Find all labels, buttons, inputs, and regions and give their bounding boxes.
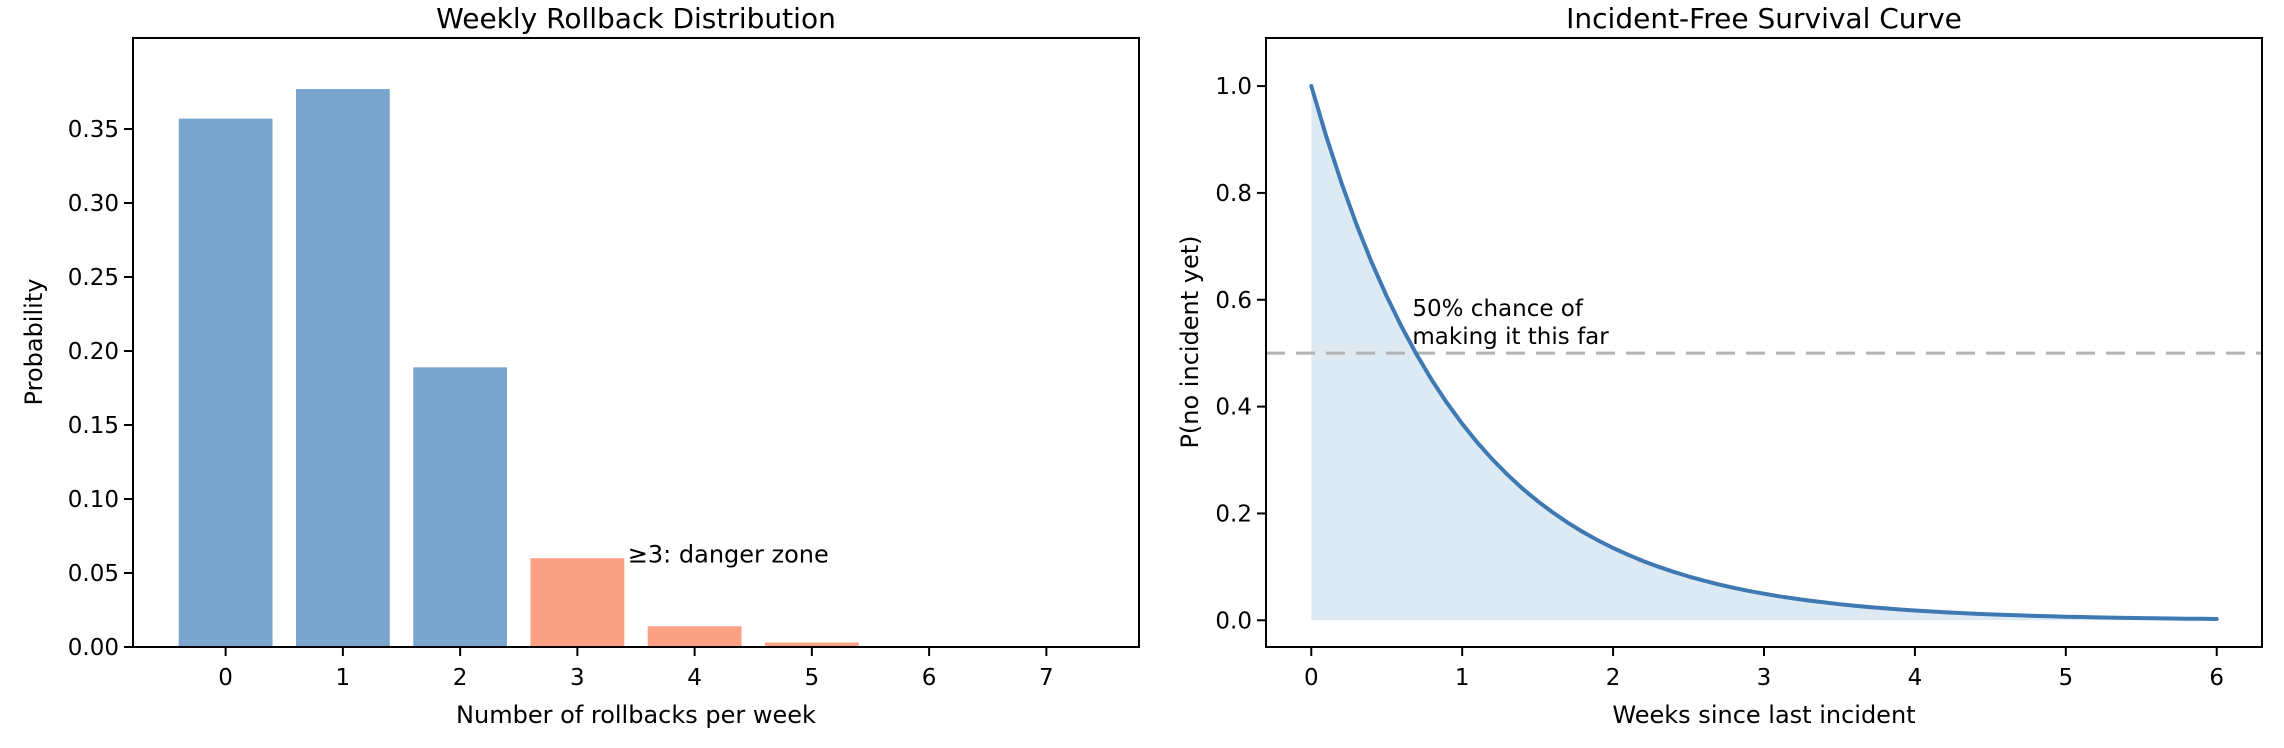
axes-spines	[132, 37, 1140, 648]
x-tick-label: 6	[922, 665, 937, 691]
x-tick-label: 0	[218, 665, 233, 691]
right-x-axis-label: Weeks since last incident	[1612, 701, 1916, 729]
x-tick-label: 6	[2209, 665, 2224, 691]
x-tick-label: 0	[1304, 665, 1319, 691]
y-tick-label: 0.4	[1215, 395, 1252, 421]
bar-4	[647, 626, 742, 647]
right-y-axis-label: P(no incident yet)	[1176, 235, 1204, 449]
bar-5	[764, 642, 859, 647]
y-tick-label: 0.2	[1215, 501, 1252, 527]
y-tick-label: 0.30	[68, 191, 119, 217]
x-tick-label: 5	[805, 665, 820, 691]
y-tick-label: 0.0	[1215, 608, 1252, 634]
danger-zone-annotation: ≥3: danger zone	[628, 541, 829, 569]
y-tick-label: 0.6	[1215, 288, 1252, 314]
x-tick-label: 2	[1606, 665, 1621, 691]
y-tick-label: 0.05	[68, 561, 119, 587]
bar-0	[178, 118, 273, 647]
x-tick-label: 3	[570, 665, 585, 691]
x-tick-label: 1	[336, 665, 351, 691]
x-tick-label: 7	[1039, 665, 1054, 691]
bar-2	[413, 367, 508, 647]
y-tick-label: 0.10	[68, 487, 119, 513]
y-tick-label: 0.20	[68, 339, 119, 365]
y-tick-label: 0.25	[68, 265, 119, 291]
y-tick-label: 0.15	[68, 413, 119, 439]
x-tick-label: 1	[1455, 665, 1470, 691]
bar-3	[530, 558, 625, 647]
fifty-percent-annotation-line-2: making it this far	[1412, 324, 1609, 350]
fifty-percent-annotation-line-1: 50% chance of	[1412, 296, 1584, 322]
x-tick-label: 4	[687, 665, 702, 691]
survival-fill-area	[1311, 86, 2217, 621]
x-tick-label: 5	[2058, 665, 2073, 691]
survival-curve	[1309, 84, 2219, 621]
x-tick-label: 2	[453, 665, 468, 691]
bar-1	[295, 89, 390, 647]
left-y-axis-label: Probability	[20, 278, 48, 406]
y-tick-label: 0.35	[68, 117, 119, 143]
left-chart-title: Weekly Rollback Distribution	[436, 2, 836, 35]
x-tick-label: 3	[1757, 665, 1772, 691]
x-tick-label: 4	[1908, 665, 1923, 691]
y-tick-label: 0.00	[68, 635, 119, 661]
left-x-axis-label: Number of rollbacks per week	[456, 701, 816, 729]
right-chart-title: Incident-Free Survival Curve	[1566, 2, 1962, 35]
y-tick-label: 1.0	[1215, 74, 1252, 100]
y-tick-label: 0.8	[1215, 181, 1252, 207]
